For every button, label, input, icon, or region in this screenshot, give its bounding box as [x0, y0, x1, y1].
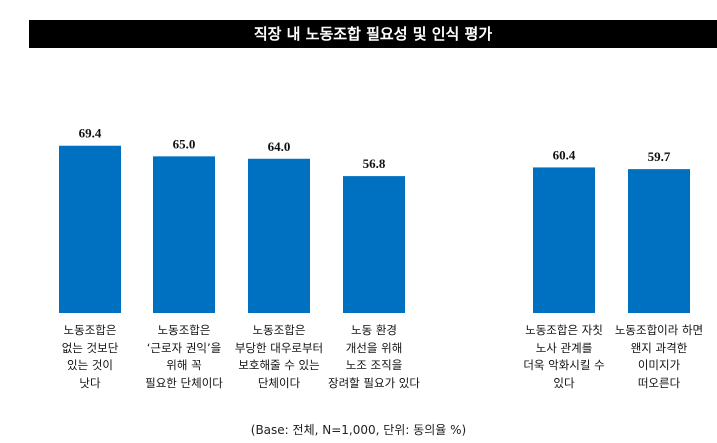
category-label: 노동조합이라 하면 왠지 과격한 이미지가 떠오른다 [614, 323, 704, 390]
category-label: 노동조합은 부당한 대우로부터 보호해줄 수 있는 단체이다 [234, 323, 324, 390]
category-label: 노동조합은 자칫 노사 관계를 더욱 악화시킬 수 있다 [523, 323, 605, 390]
bar [628, 169, 690, 313]
data-label: 60.4 [553, 147, 576, 162]
bar [59, 145, 121, 313]
chart-title: 직장 내 노동조합 필요성 및 인식 평가 [29, 20, 717, 48]
bar [533, 167, 595, 313]
bar [153, 156, 215, 313]
data-label: 69.4 [79, 126, 102, 141]
data-label: 56.8 [363, 156, 386, 171]
category-label: 노동 환경 개선을 위해 노조 조직을 장려할 필요가 있다 [328, 323, 420, 390]
chart-note: (Base: 전체, N=1,000, 단위: 동의율 %) [250, 423, 467, 437]
data-label: 64.0 [268, 139, 291, 154]
data-label: 59.7 [648, 149, 671, 164]
bar [343, 176, 405, 313]
bar [248, 158, 310, 313]
category-label: 노동조합은 ‘근로자 권익’을 위해 꼭 필요한 단체이다 [145, 323, 223, 390]
category-label: 노동조합은 없는 것보단 있는 것이 낫다 [61, 323, 119, 390]
data-label: 65.0 [173, 136, 196, 151]
